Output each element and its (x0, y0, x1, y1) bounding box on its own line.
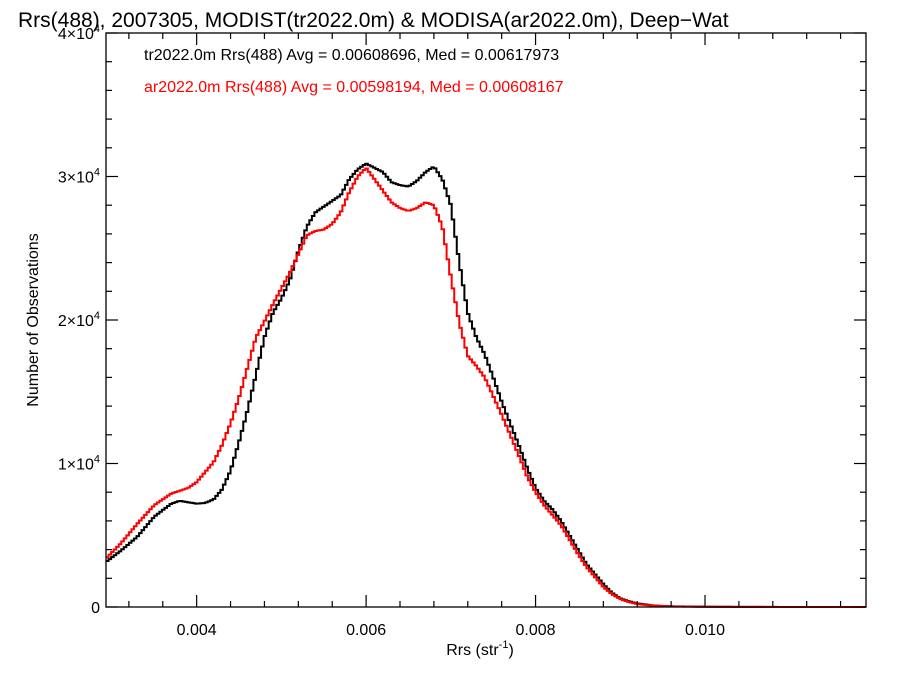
y-tick-label: 1×104 (58, 454, 100, 474)
x-axis-label: Rrs (str-1) (446, 639, 514, 659)
legend-entry-tr2022: tr2022.0m Rrs(488) Avg = 0.00608696, Med… (144, 47, 559, 64)
x-tick-label: 0.008 (516, 622, 556, 639)
x-axis-label-main: Rrs (str (446, 642, 499, 659)
y-tick-label: 3×104 (58, 167, 100, 187)
x-axis-label-superscript: -1 (499, 639, 509, 651)
legend: tr2022.0m Rrs(488) Avg = 0.00608696, Med… (144, 47, 564, 96)
x-tick-label: 0.006 (346, 622, 386, 639)
y-axis-label: Number of Observations (25, 233, 42, 406)
y-tick-label: 2×104 (58, 310, 100, 330)
x-tick-label: 0.010 (685, 622, 725, 639)
x-axis-label-end: ) (508, 642, 513, 659)
chart-title: Rrs(488), 2007305, MODIST(tr2022.0m) & M… (18, 9, 729, 32)
y-tick-label: 0 (91, 600, 100, 617)
x-tick-label: 0.004 (177, 622, 217, 639)
axis-layer: 0.004 0.006 0.008 0.010 0 1×104 2×104 3×104 4×10… (58, 23, 866, 639)
y-tick-label: 4×104 (58, 23, 100, 43)
legend-entry-ar2022: ar2022.0m Rrs(488) Avg = 0.00598194, Med… (144, 79, 564, 96)
